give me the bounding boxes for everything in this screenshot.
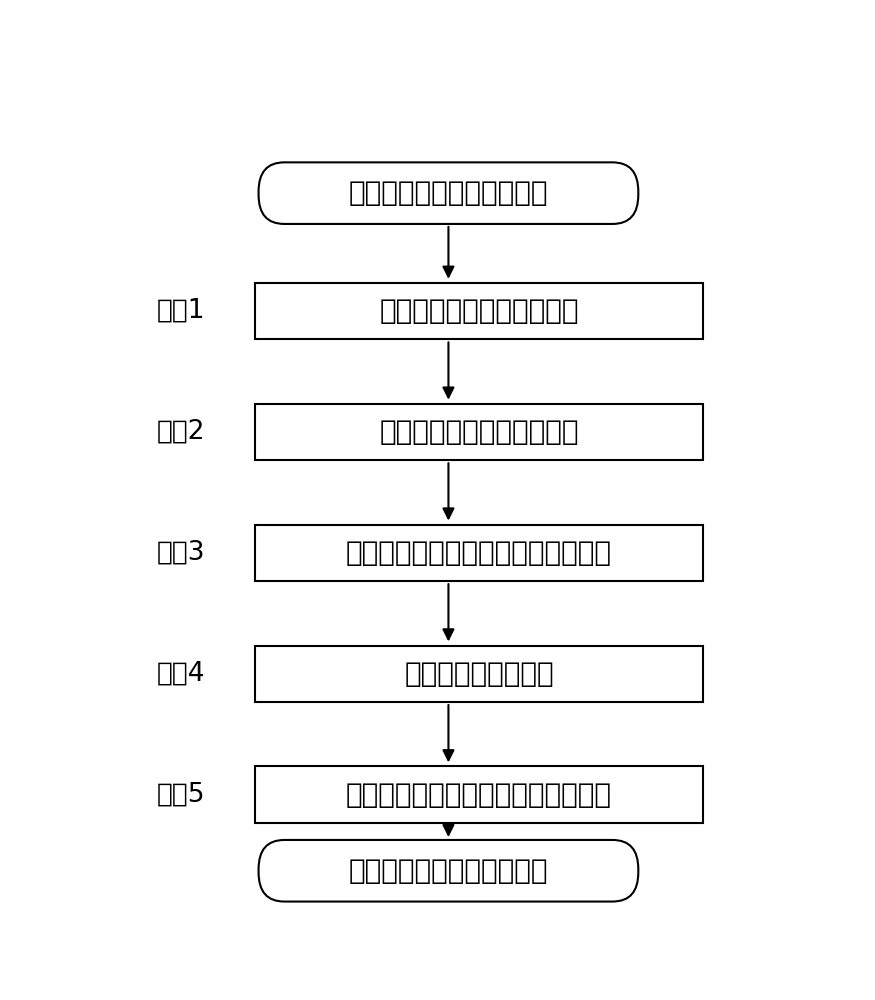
Bar (255, 404, 703, 460)
Text: 变换器三相电流和三相电压: 变换器三相电流和三相电压 (348, 179, 548, 207)
Text: 步骤3: 步骤3 (157, 540, 205, 566)
FancyBboxPatch shape (259, 162, 639, 224)
Text: 步骤2: 步骤2 (157, 419, 205, 445)
Text: 步骤4: 步骤4 (157, 661, 205, 687)
Text: 电压矢量所在扇区编号判断: 电压矢量所在扇区编号判断 (379, 418, 578, 446)
Bar (255, 283, 703, 339)
Bar (255, 646, 703, 702)
Text: 电压矢量坐标变换及标么化: 电压矢量坐标变换及标么化 (379, 297, 578, 325)
Text: 步骤1: 步骤1 (157, 298, 205, 324)
Text: 坐标变换将电压矢量变换至第一扇区: 坐标变换将电压矢量变换至第一扇区 (346, 539, 612, 567)
Text: 产生脉冲驱动三电平变换器: 产生脉冲驱动三电平变换器 (348, 857, 548, 885)
Text: 步骤5: 步骤5 (157, 782, 205, 808)
Bar (255, 525, 703, 581)
Text: 查表求各个扇区占空比并计算比较値: 查表求各个扇区占空比并计算比较値 (346, 781, 612, 809)
Bar (255, 766, 703, 823)
FancyBboxPatch shape (259, 840, 639, 902)
Text: 桥臂有效占空比计算: 桥臂有效占空比计算 (404, 660, 554, 688)
